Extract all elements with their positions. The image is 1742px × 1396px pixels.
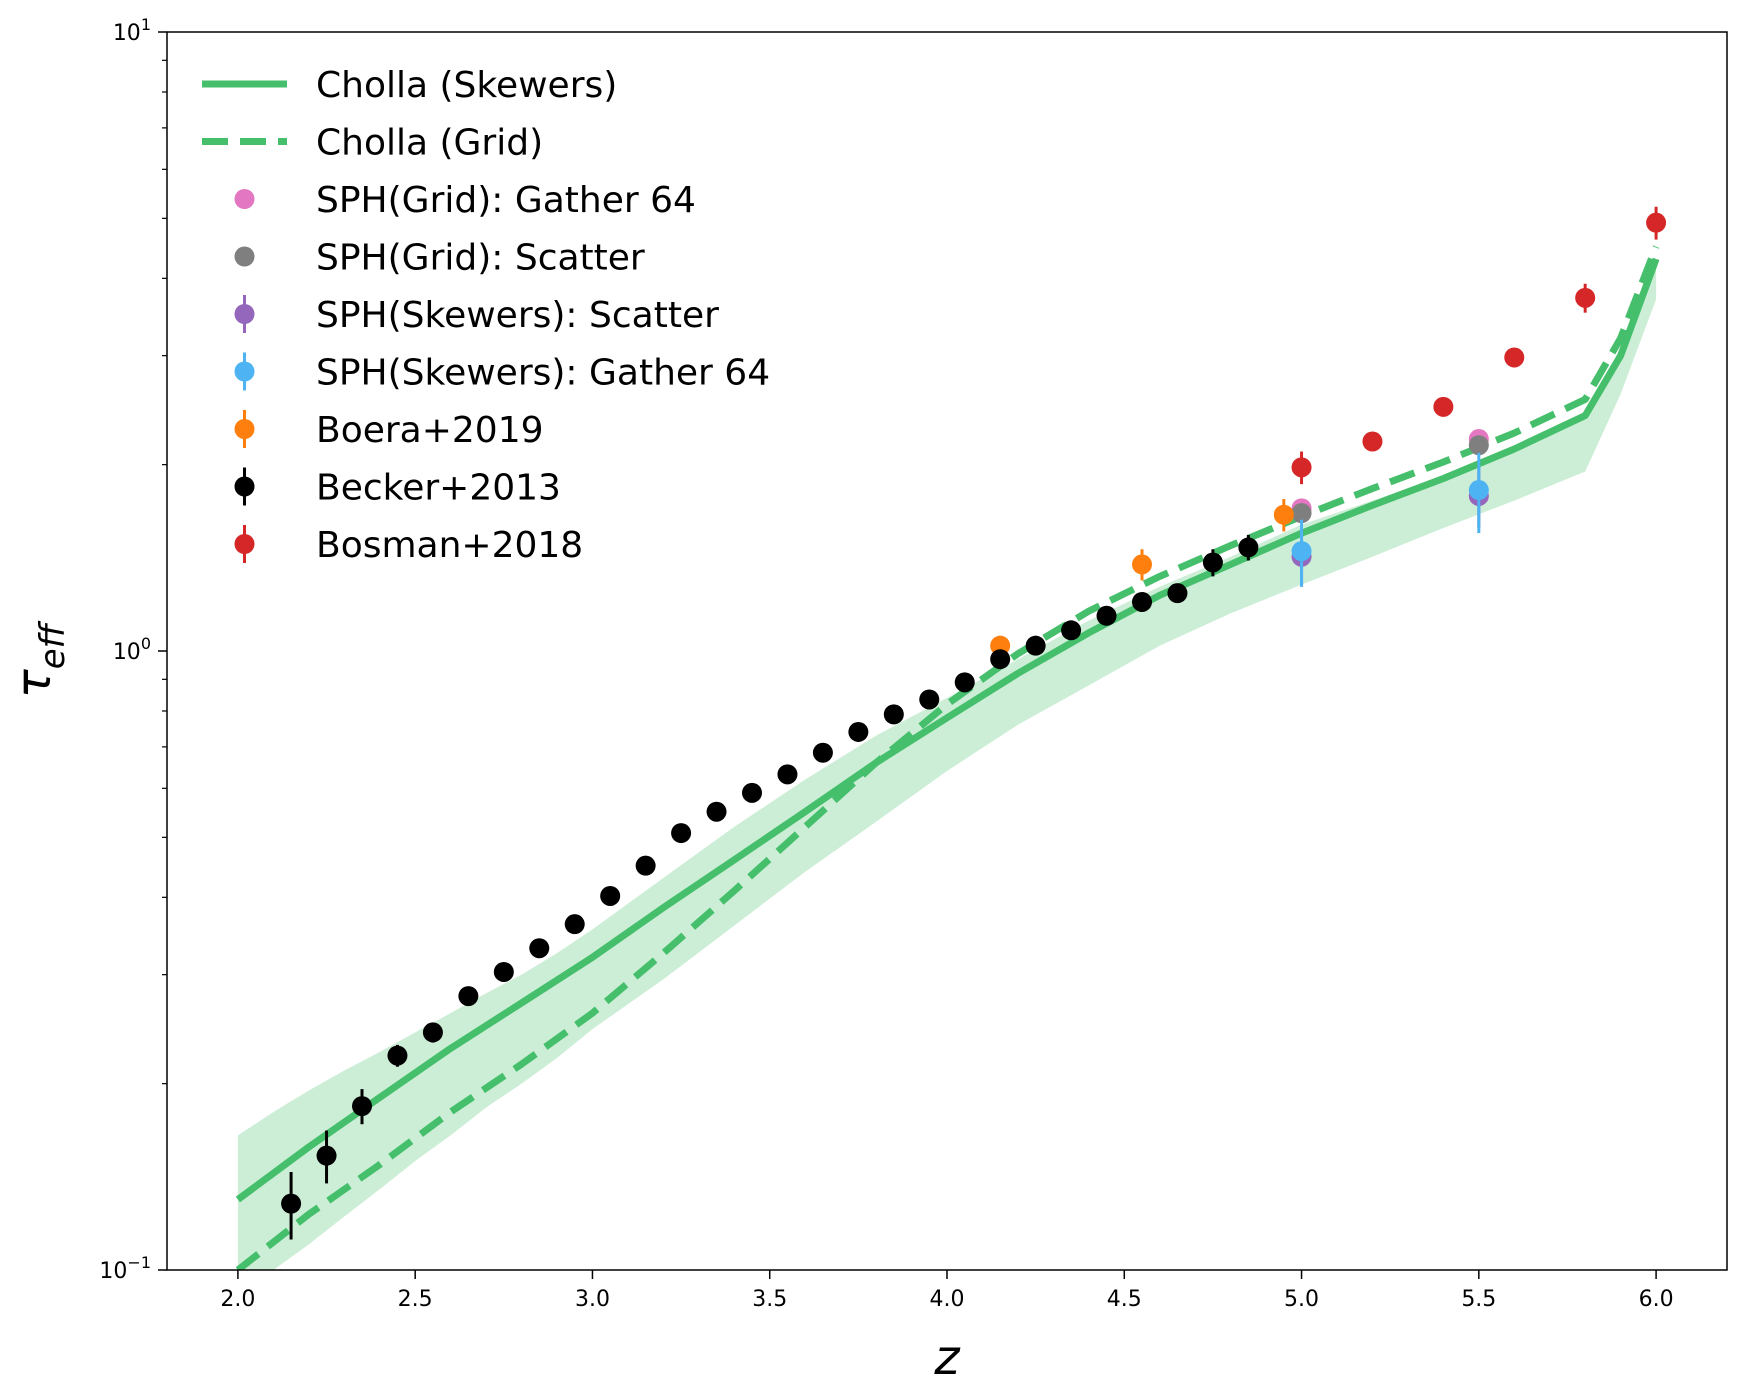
data-point-boera-2019	[1132, 554, 1152, 575]
data-point-becker-2013	[706, 801, 727, 822]
data-point-becker-2013	[458, 986, 479, 1007]
legend-swatch-dot	[234, 476, 255, 497]
data-point-becker-2013	[812, 742, 833, 763]
legend-label: Cholla (Grid)	[316, 123, 543, 164]
data-point-becker-2013	[352, 1096, 372, 1117]
legend-swatch-dot	[234, 419, 255, 439]
legend-label: Bosman+2018	[316, 525, 583, 566]
data-point-becker-2013	[564, 914, 585, 935]
y-axis-title: τeff	[6, 620, 73, 698]
data-point-becker-2013	[954, 672, 975, 693]
data-point-becker-2013	[422, 1022, 443, 1043]
x-tick-label: 5.0	[1284, 1287, 1319, 1312]
data-point-becker-2013	[671, 823, 692, 844]
y-tick-label: 101	[113, 15, 151, 46]
data-point-becker-2013	[919, 689, 940, 710]
y-tick-label: 100	[113, 634, 151, 665]
legend-swatch-dot	[234, 361, 255, 382]
axes: 2.0 2.5 3.0 3.5 4.0 4.5 5.0 5.5 6.0 10−1 100 101	[99, 15, 1673, 1312]
legend-item-bosman-2018: Bosman+2018	[234, 525, 583, 566]
x-tick-label: 4.0	[930, 1287, 965, 1312]
legend-swatch-dot	[234, 246, 255, 267]
legend-item-sph-skewers-scatter: SPH(Skewers): Scatter	[234, 295, 719, 336]
legend-item-cholla-grid: Cholla (Grid)	[202, 123, 543, 164]
data-point-becker-2013	[990, 649, 1011, 670]
legend-label: Cholla (Skewers)	[316, 65, 617, 106]
data-point-becker-2013	[387, 1045, 408, 1066]
legend-item-sph-grid-gather-64: SPH(Grid): Gather 64	[234, 180, 696, 221]
data-point-becker-2013	[1202, 552, 1223, 573]
legend-item-becker-2013: Becker+2013	[234, 467, 561, 509]
data-point-becker-2013	[281, 1193, 302, 1214]
data-point-becker-2013	[600, 885, 621, 906]
legend: Cholla (Skewers) Cholla (Grid) SPH(Grid): …	[202, 65, 770, 566]
x-tick-label: 4.5	[1107, 1287, 1142, 1312]
legend-label: Becker+2013	[316, 468, 561, 509]
legend-label: SPH(Grid): Scatter	[316, 238, 645, 279]
plot-area	[235, 206, 1667, 1270]
data-point-becker-2013	[777, 764, 798, 785]
data-point-bosman-2018	[1575, 287, 1596, 308]
x-tick-label: 3.0	[575, 1287, 610, 1312]
data-point-becker-2013	[742, 782, 762, 803]
data-point-sph-skewers-gather-64	[1468, 480, 1489, 501]
data-point-becker-2013	[493, 961, 514, 982]
data-point-becker-2013	[316, 1145, 337, 1166]
x-tick-label: 3.5	[752, 1287, 787, 1312]
legend-item-sph-skewers-gather-64: SPH(Skewers): Gather 64	[234, 352, 770, 394]
legend-item-cholla-skewers: Cholla (Skewers)	[202, 65, 617, 106]
x-tick-label: 6.0	[1639, 1287, 1674, 1312]
data-point-becker-2013	[1025, 635, 1046, 656]
data-point-becker-2013	[1096, 605, 1117, 626]
data-point-bosman-2018	[1291, 457, 1312, 478]
data-point-becker-2013	[1238, 537, 1259, 558]
data-point-sph-grid-scatter	[1468, 435, 1489, 456]
data-point-becker-2013	[848, 721, 869, 742]
legend-label: Boera+2019	[316, 410, 544, 451]
data-point-becker-2013	[1132, 591, 1152, 612]
legend-item-sph-grid-scatter: SPH(Grid): Scatter	[234, 238, 645, 279]
x-axis-title: z	[933, 1330, 961, 1386]
y-tick-label: 10−1	[99, 1253, 151, 1284]
legend-swatch-dot	[234, 304, 255, 324]
data-point-sph-skewers-gather-64	[1291, 541, 1312, 562]
legend-item-boera-2019: Boera+2019	[234, 410, 544, 451]
legend-label: SPH(Grid): Gather 64	[316, 180, 696, 221]
data-point-becker-2013	[1167, 583, 1188, 604]
data-point-becker-2013	[883, 704, 904, 725]
data-point-sph-grid-scatter	[1291, 503, 1312, 524]
data-point-becker-2013	[529, 938, 550, 959]
data-point-bosman-2018	[1362, 431, 1383, 452]
x-tick-label: 2.0	[220, 1287, 255, 1312]
x-tick-label: 5.5	[1461, 1287, 1496, 1312]
legend-label: SPH(Skewers): Scatter	[316, 295, 719, 336]
data-point-becker-2013	[1061, 620, 1082, 641]
data-point-becker-2013	[635, 855, 656, 876]
legend-label: SPH(Skewers): Gather 64	[316, 353, 770, 394]
data-point-boera-2019	[1273, 504, 1294, 525]
data-point-bosman-2018	[1646, 212, 1667, 233]
data-point-bosman-2018	[1504, 347, 1525, 368]
legend-swatch-dot	[234, 189, 255, 209]
legend-swatch-dot	[234, 534, 255, 554]
x-tick-label: 2.5	[398, 1287, 433, 1312]
data-point-bosman-2018	[1433, 396, 1454, 417]
